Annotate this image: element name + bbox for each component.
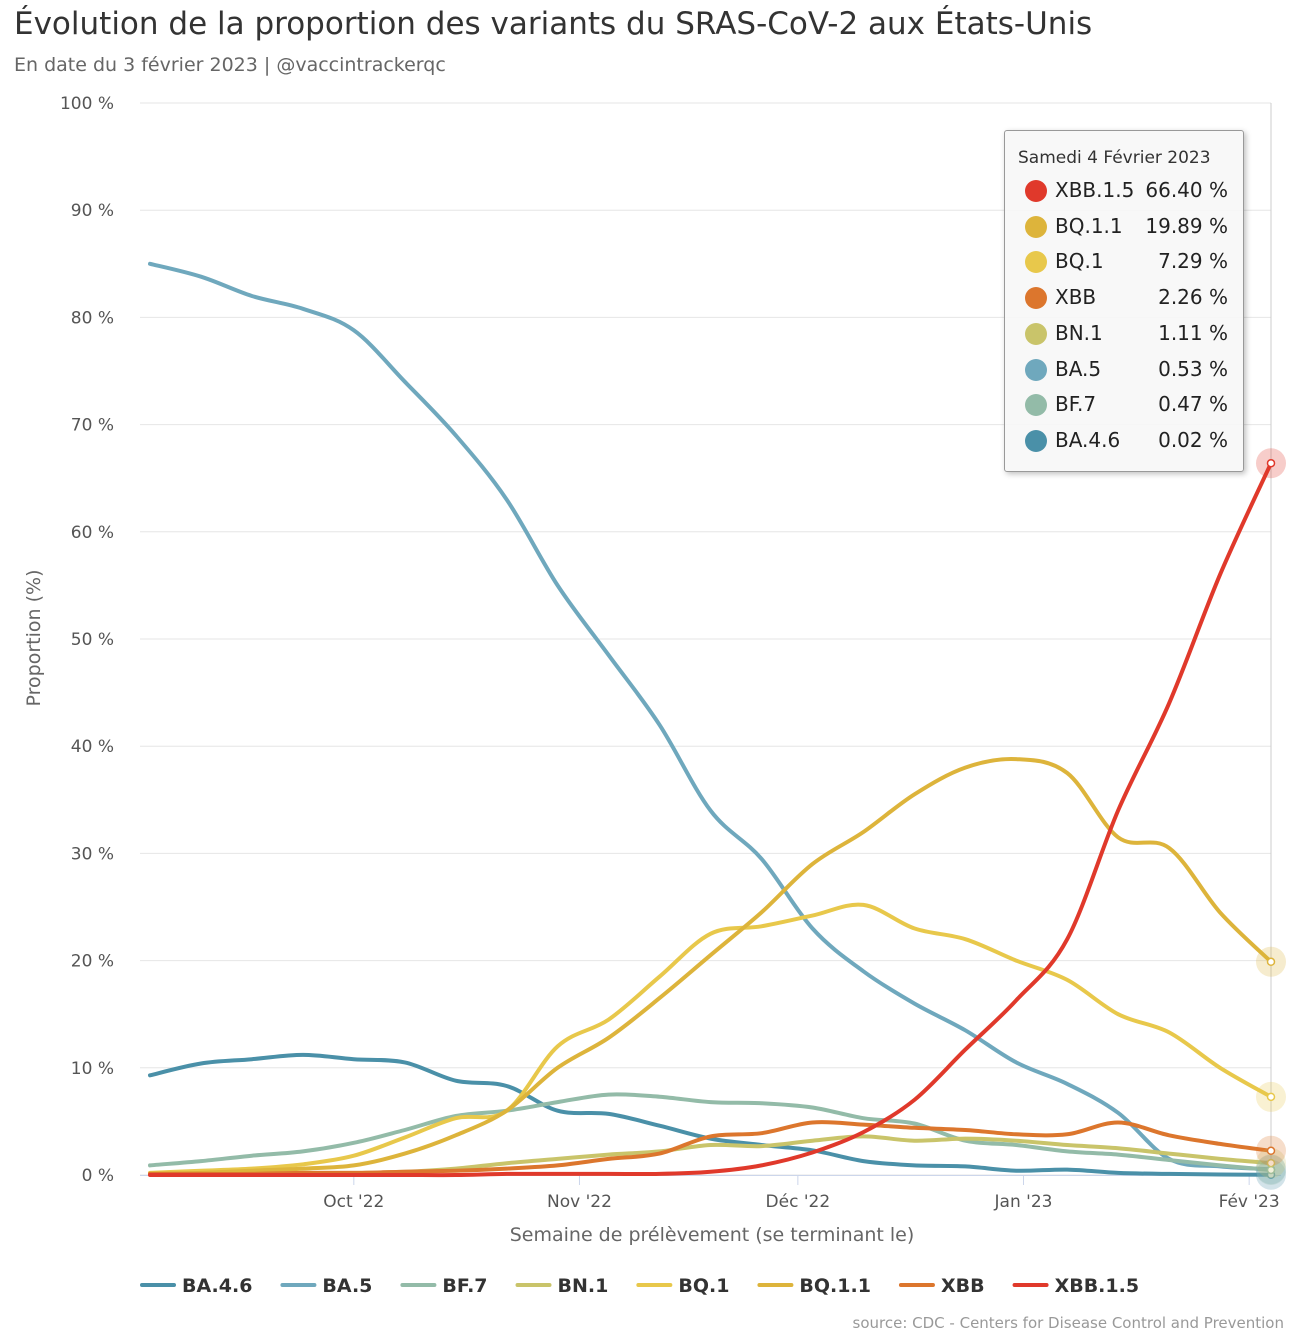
series-color-dot xyxy=(1025,394,1047,417)
tooltip-row: BF.7 0.47 % xyxy=(1019,391,1234,419)
legend-label: BN.1 xyxy=(558,1275,609,1297)
series-lines[interactable] xyxy=(148,261,1273,1178)
series-color-dot xyxy=(1025,287,1047,310)
y-tick-label: 50 % xyxy=(71,630,114,650)
tooltip-series-name: BN.1 xyxy=(1055,320,1103,345)
series-line-bq-1-1[interactable] xyxy=(148,756,1273,1176)
tooltip-series-value: 66.40 % xyxy=(1145,178,1228,202)
legend-label: BQ.1 xyxy=(678,1275,729,1297)
legend-item-ba-4-6[interactable]: BA.4.6 xyxy=(140,1275,252,1297)
tooltip-series-name: XBB xyxy=(1055,285,1097,310)
legend-label: XBB.1.5 xyxy=(1055,1275,1140,1297)
tooltip-series-value: 2.26 % xyxy=(1158,285,1228,310)
tooltip: Samedi 4 Février 2023 XBB.1.5 66.40 % BQ.1… xyxy=(1004,130,1244,472)
series-line-ba-5[interactable] xyxy=(148,261,1273,1172)
tooltip-series-value: 0.53 % xyxy=(1158,356,1228,381)
series-color-dot xyxy=(1025,251,1047,274)
x-axis-title: Semaine de prélèvement (se terminant le) xyxy=(510,1224,915,1246)
tooltip-series-value: 1.11 % xyxy=(1158,320,1228,345)
tooltip-row: BQ.1.1 19.89 % xyxy=(1019,213,1234,241)
legend-item-xbb-1-5[interactable]: XBB.1.5 xyxy=(1012,1275,1140,1297)
hover-point-bn-1 xyxy=(1266,1158,1276,1168)
y-tick-label: 80 % xyxy=(71,308,114,328)
tooltip-row: XBB.1.5 66.40 % xyxy=(1019,177,1234,205)
tooltip-series-name: BA.5 xyxy=(1055,356,1102,381)
y-tick-label: 20 % xyxy=(71,952,114,972)
tooltip-date: Samedi 4 Février 2023 xyxy=(1018,148,1211,168)
legend-label: BA.4.6 xyxy=(182,1275,252,1297)
chart-subtitle: En date du 3 février 2023 | @vaccintrack… xyxy=(14,54,446,76)
legend-item-bq-1-1[interactable]: BQ.1.1 xyxy=(757,1275,871,1297)
x-axis: Oct '22 Nov '22 Déc '22 Jan '23 Fév '23 xyxy=(140,1175,1281,1212)
x-tick-label: Déc '22 xyxy=(766,1192,831,1212)
tooltip-row: BN.1 1.11 % xyxy=(1019,320,1234,348)
tooltip-series-value: 0.47 % xyxy=(1158,392,1228,417)
series-line-ba-4-6[interactable] xyxy=(148,1052,1273,1177)
y-tick-label: 100 % xyxy=(60,94,114,114)
series-line-xbb[interactable] xyxy=(148,1120,1273,1176)
legend-item-ba-5[interactable]: BA.5 xyxy=(280,1275,372,1297)
tooltip-row: BQ.1 7.29 % xyxy=(1019,248,1234,276)
x-tick-label: Jan '23 xyxy=(994,1192,1053,1212)
tooltip-row: XBB 2.26 % xyxy=(1019,284,1234,312)
y-tick-label: 90 % xyxy=(71,201,114,221)
legend-label: BF.7 xyxy=(442,1275,487,1297)
y-tick-label: 40 % xyxy=(71,737,114,757)
chart-title: Évolution de la proportion des variants … xyxy=(14,6,1093,42)
legend-item-bn-1[interactable]: BN.1 xyxy=(515,1275,609,1297)
y-tick-label: 60 % xyxy=(71,523,114,543)
legend-item-xbb[interactable]: XBB xyxy=(898,1275,985,1297)
hover-markers xyxy=(1256,448,1286,1190)
legend-item-bq-1[interactable]: BQ.1 xyxy=(636,1275,729,1297)
legend[interactable]: BA.4.6 BA.5 BF.7 BN.1 BQ.1 BQ.1.1 XBB XBB.1.5 xyxy=(140,1275,1140,1297)
tooltip-row: BA.5 0.53 % xyxy=(1019,356,1234,384)
series-color-dot xyxy=(1025,358,1047,381)
hover-point-bq-1 xyxy=(1266,1092,1276,1102)
series-color-dot xyxy=(1025,322,1047,345)
tooltip-series-value: 7.29 % xyxy=(1158,249,1228,274)
hover-point-bq-1-1 xyxy=(1266,957,1276,967)
legend-label: XBB xyxy=(941,1275,985,1297)
tooltip-series-name: BF.7 xyxy=(1055,392,1097,417)
series-line-bq-1[interactable] xyxy=(148,902,1273,1175)
series-color-dot xyxy=(1025,429,1047,452)
y-axis-title: Proportion (%) xyxy=(23,570,45,707)
series-line-bf-7[interactable] xyxy=(148,1092,1273,1172)
y-tick-label: 30 % xyxy=(71,844,114,864)
y-tick-label: 0 % xyxy=(82,1166,114,1186)
series-color-dot xyxy=(1025,180,1047,202)
tooltip-series-value: 0.02 % xyxy=(1158,427,1228,452)
y-axis-ticks: 0 % 10 % 20 % 30 % 40 % 50 % 60 % 70 % 80 % 90 % 1… xyxy=(60,94,114,1186)
tooltip-series-name: XBB.1.5 xyxy=(1055,178,1135,202)
y-tick-label: 70 % xyxy=(71,416,114,436)
tooltip-series-name: BQ.1.1 xyxy=(1055,213,1123,238)
hover-point-xbb xyxy=(1266,1146,1276,1156)
legend-item-bf-7[interactable]: BF.7 xyxy=(400,1275,488,1297)
y-tick-label: 10 % xyxy=(71,1059,114,1079)
hover-point-xbb-1-5 xyxy=(1266,458,1276,468)
x-tick-label: Fév '23 xyxy=(1219,1192,1280,1212)
series-color-dot xyxy=(1025,215,1047,238)
legend-label: BQ.1.1 xyxy=(799,1275,871,1297)
legend-label: BA.5 xyxy=(322,1275,372,1297)
source-credit: source: CDC - Centers for Disease Contro… xyxy=(852,1314,1284,1332)
tooltip-series-name: BQ.1 xyxy=(1055,249,1104,274)
tooltip-series-value: 19.89 % xyxy=(1145,213,1228,238)
tooltip-series-name: BA.4.6 xyxy=(1055,427,1121,452)
x-tick-label: Nov '22 xyxy=(547,1192,612,1212)
tooltip-row: BA.4.6 0.02 % xyxy=(1019,427,1234,455)
x-tick-label: Oct '22 xyxy=(323,1192,384,1212)
series-line-xbb-1-5[interactable] xyxy=(148,461,1273,1178)
